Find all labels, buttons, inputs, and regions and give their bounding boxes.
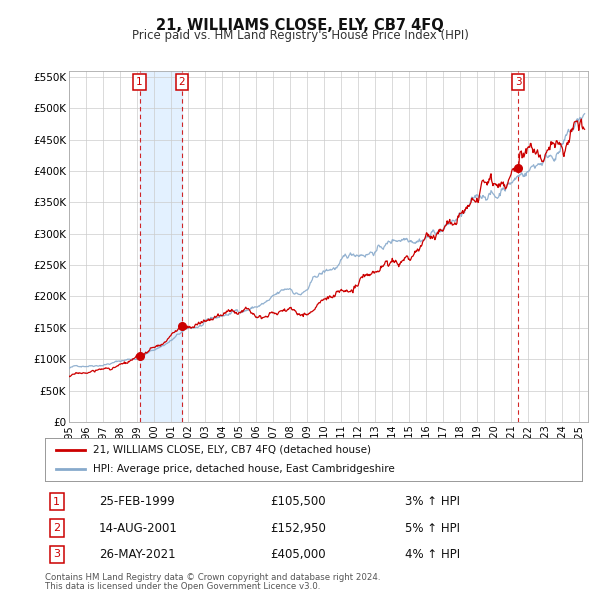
Text: 4% ↑ HPI: 4% ↑ HPI <box>405 548 460 561</box>
Text: 26-MAY-2021: 26-MAY-2021 <box>98 548 175 561</box>
Bar <box>140 71 182 422</box>
Text: 21, WILLIAMS CLOSE, ELY, CB7 4FQ (detached house): 21, WILLIAMS CLOSE, ELY, CB7 4FQ (detach… <box>94 445 371 455</box>
Text: 14-AUG-2001: 14-AUG-2001 <box>98 522 178 535</box>
Text: Contains HM Land Registry data © Crown copyright and database right 2024.: Contains HM Land Registry data © Crown c… <box>45 573 380 582</box>
Text: 2: 2 <box>53 523 61 533</box>
Text: 25-FEB-1999: 25-FEB-1999 <box>98 495 175 508</box>
Text: 3: 3 <box>515 77 521 87</box>
Text: 21, WILLIAMS CLOSE, ELY, CB7 4FQ: 21, WILLIAMS CLOSE, ELY, CB7 4FQ <box>156 18 444 32</box>
Text: 2: 2 <box>179 77 185 87</box>
Text: HPI: Average price, detached house, East Cambridgeshire: HPI: Average price, detached house, East… <box>94 464 395 474</box>
Text: £152,950: £152,950 <box>271 522 326 535</box>
Text: This data is licensed under the Open Government Licence v3.0.: This data is licensed under the Open Gov… <box>45 582 320 590</box>
Text: 3% ↑ HPI: 3% ↑ HPI <box>405 495 460 508</box>
Text: 3: 3 <box>53 549 61 559</box>
Text: 1: 1 <box>136 77 143 87</box>
Text: 5% ↑ HPI: 5% ↑ HPI <box>405 522 460 535</box>
Text: £105,500: £105,500 <box>271 495 326 508</box>
Text: Price paid vs. HM Land Registry's House Price Index (HPI): Price paid vs. HM Land Registry's House … <box>131 30 469 42</box>
Text: £405,000: £405,000 <box>271 548 326 561</box>
Text: 1: 1 <box>53 497 61 507</box>
